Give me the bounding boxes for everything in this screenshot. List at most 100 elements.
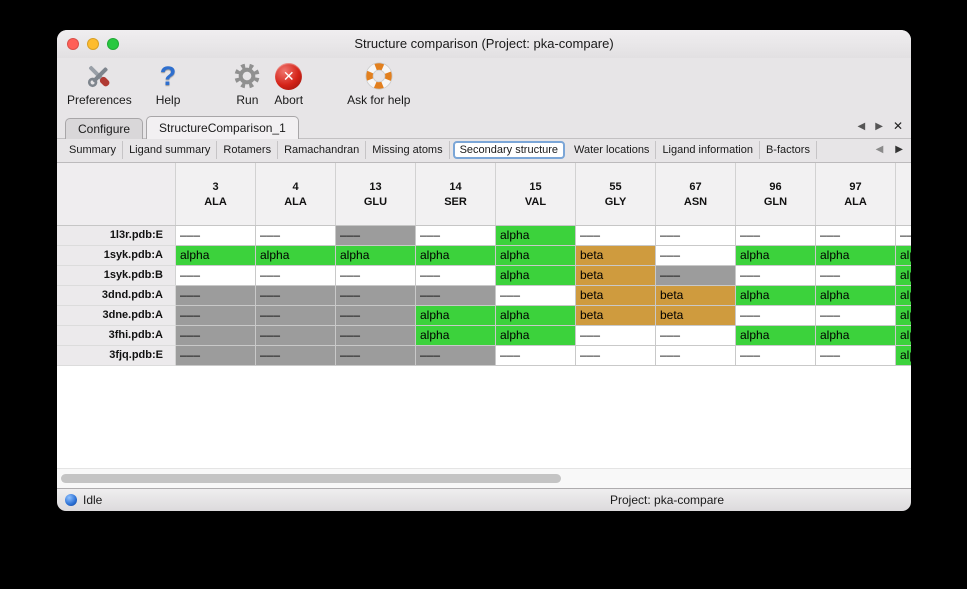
ss-cell[interactable]: ––– bbox=[336, 346, 416, 366]
help-button[interactable]: ? Help bbox=[156, 60, 181, 107]
ss-cell[interactable]: alpha bbox=[416, 326, 496, 346]
tab-ligand-information[interactable]: Ligand information bbox=[656, 141, 760, 159]
ss-cell[interactable]: beta bbox=[656, 306, 736, 326]
main-tab-configure[interactable]: Configure bbox=[65, 118, 144, 139]
ss-cell[interactable]: ––– bbox=[656, 226, 736, 246]
row-label[interactable]: 3fjq.pdb:E bbox=[57, 346, 176, 366]
ss-cell[interactable]: alpha bbox=[416, 306, 496, 326]
ss-cell[interactable]: ––– bbox=[496, 346, 576, 366]
ss-cell[interactable]: ––– bbox=[256, 326, 336, 346]
horizontal-scrollbar[interactable] bbox=[57, 468, 911, 489]
main-tab-structurecomparison-1[interactable]: StructureComparison_1 bbox=[146, 116, 299, 139]
ss-cell[interactable]: alpha bbox=[496, 226, 576, 246]
ask-for-help-button[interactable]: Ask for help bbox=[347, 60, 410, 107]
ss-cell[interactable]: ––– bbox=[736, 346, 816, 366]
tab-ramachandran[interactable]: Ramachandran bbox=[278, 141, 367, 159]
ss-cell[interactable]: alpha bbox=[416, 246, 496, 266]
tab-summary[interactable]: Summary bbox=[63, 141, 124, 159]
ss-cell[interactable]: alpha bbox=[736, 246, 816, 266]
ss-cell[interactable]: ––– bbox=[256, 266, 336, 286]
ss-cell[interactable]: beta bbox=[576, 246, 656, 266]
ss-cell[interactable]: ––– bbox=[576, 326, 656, 346]
row-label[interactable]: 1syk.pdb:B bbox=[57, 266, 176, 286]
abort-button[interactable]: ✕ Abort bbox=[274, 60, 303, 107]
column-header-97[interactable]: 97 ALA bbox=[816, 163, 896, 225]
ss-cell[interactable]: ––– bbox=[576, 346, 656, 366]
ss-cell[interactable]: beta bbox=[576, 286, 656, 306]
tab-secondary-structure[interactable]: Secondary structure bbox=[452, 141, 566, 159]
ss-cell[interactable]: ––– bbox=[816, 226, 896, 246]
ss-cell[interactable]: alpha bbox=[896, 306, 911, 326]
ss-cell[interactable]: ––– bbox=[176, 226, 256, 246]
ss-cell[interactable]: ––– bbox=[816, 306, 896, 326]
ss-cell[interactable]: ––– bbox=[496, 286, 576, 306]
ss-cell[interactable]: alpha bbox=[896, 286, 911, 306]
ss-cell[interactable]: ––– bbox=[256, 346, 336, 366]
ss-cell[interactable]: ––– bbox=[176, 346, 256, 366]
ss-cell[interactable]: ––– bbox=[336, 266, 416, 286]
column-header-67[interactable]: 67 ASN bbox=[656, 163, 736, 225]
column-header-3[interactable]: 3 ALA bbox=[176, 163, 256, 225]
ss-cell[interactable]: ––– bbox=[816, 346, 896, 366]
ss-cell[interactable]: alpha bbox=[496, 306, 576, 326]
close-window-button[interactable] bbox=[67, 38, 79, 50]
preferences-button[interactable]: Preferences bbox=[67, 60, 132, 107]
tab-water-locations[interactable]: Water locations bbox=[568, 141, 657, 159]
ss-cell[interactable]: ––– bbox=[656, 266, 736, 286]
row-label[interactable]: 1l3r.pdb:E bbox=[57, 226, 176, 246]
ss-cell[interactable]: ––– bbox=[736, 306, 816, 326]
ss-cell[interactable]: beta bbox=[576, 306, 656, 326]
column-header-15[interactable]: 15 VAL bbox=[496, 163, 576, 225]
ss-cell[interactable]: alpha bbox=[496, 246, 576, 266]
column-header-14[interactable]: 14 SER bbox=[416, 163, 496, 225]
tab-ligand-summary[interactable]: Ligand summary bbox=[123, 141, 218, 159]
prev-tab-icon[interactable]: ◀ bbox=[857, 120, 866, 132]
ss-cell[interactable]: ––– bbox=[256, 306, 336, 326]
ss-cell[interactable]: ––– bbox=[336, 286, 416, 306]
ss-cell[interactable]: ––– bbox=[416, 266, 496, 286]
minimize-window-button[interactable] bbox=[87, 38, 99, 50]
ss-cell[interactable]: alpha bbox=[336, 246, 416, 266]
next-subtab-icon[interactable]: ▶ bbox=[895, 144, 903, 155]
next-tab-icon[interactable]: ▶ bbox=[875, 120, 883, 132]
column-header-55[interactable]: 55 GLY bbox=[576, 163, 656, 225]
ss-cell[interactable]: beta bbox=[576, 266, 656, 286]
row-label[interactable]: 3dnd.pdb:A bbox=[57, 286, 176, 306]
ss-cell[interactable]: ––– bbox=[336, 326, 416, 346]
title-bar[interactable]: Structure comparison (Project: pka-compa… bbox=[57, 30, 911, 58]
ss-cell[interactable]: ––– bbox=[176, 266, 256, 286]
ss-cell[interactable]: alpha bbox=[256, 246, 336, 266]
ss-cell[interactable]: beta bbox=[656, 286, 736, 306]
ss-cell[interactable]: ––– bbox=[656, 326, 736, 346]
row-label[interactable]: 1syk.pdb:A bbox=[57, 246, 176, 266]
ss-cell[interactable]: ––– bbox=[736, 266, 816, 286]
ss-cell[interactable]: ––– bbox=[176, 326, 256, 346]
run-button[interactable]: Run bbox=[232, 60, 262, 107]
ss-cell[interactable]: ––– bbox=[736, 226, 816, 246]
row-label[interactable]: 3fhi.pdb:A bbox=[57, 326, 176, 346]
ss-cell[interactable]: ––– bbox=[336, 306, 416, 326]
ss-cell[interactable]: alpha bbox=[736, 286, 816, 306]
ss-cell[interactable]: ––– bbox=[336, 226, 416, 246]
ss-cell[interactable]: alpha bbox=[736, 326, 816, 346]
ss-cell[interactable]: ––– bbox=[656, 346, 736, 366]
ss-cell[interactable]: alpha bbox=[896, 326, 911, 346]
ss-cell[interactable]: alpha bbox=[816, 326, 896, 346]
zoom-window-button[interactable] bbox=[107, 38, 119, 50]
ss-cell[interactable]: alpha bbox=[896, 346, 911, 366]
ss-cell[interactable]: ––– bbox=[816, 266, 896, 286]
tab-rotamers[interactable]: Rotamers bbox=[217, 141, 279, 159]
tab-b-factors[interactable]: B-factors bbox=[760, 141, 817, 159]
ss-cell[interactable]: alpha bbox=[496, 266, 576, 286]
column-header-13[interactable]: 13 GLU bbox=[336, 163, 416, 225]
ss-cell[interactable]: alpha bbox=[496, 326, 576, 346]
ss-cell[interactable]: ––– bbox=[656, 246, 736, 266]
close-tab-icon[interactable]: ✕ bbox=[892, 119, 903, 133]
ss-cell[interactable]: alpha bbox=[896, 266, 911, 286]
ss-cell[interactable]: ––– bbox=[576, 226, 656, 246]
column-header-4[interactable]: 4 ALA bbox=[256, 163, 336, 225]
ss-cell[interactable]: ––– bbox=[256, 226, 336, 246]
scrollbar-thumb[interactable] bbox=[61, 474, 561, 483]
row-label[interactable]: 3dne.pdb:A bbox=[57, 306, 176, 326]
ss-cell[interactable]: alpha bbox=[816, 246, 896, 266]
